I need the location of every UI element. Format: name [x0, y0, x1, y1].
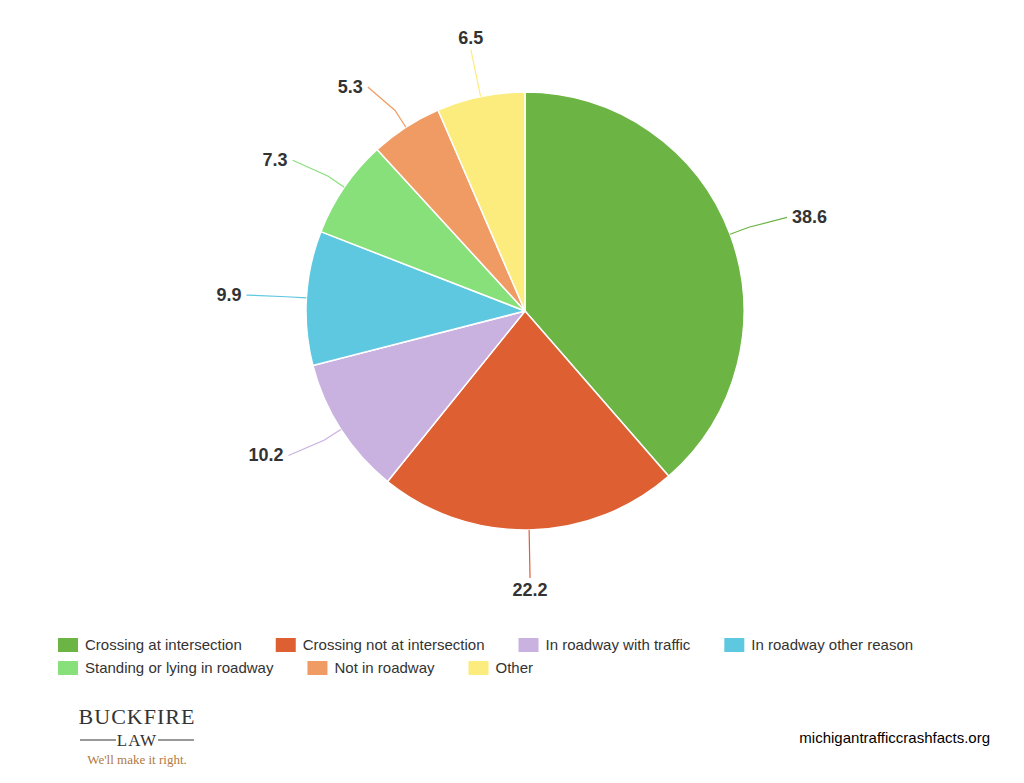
connector [730, 217, 787, 234]
data-label: 6.5 [458, 28, 483, 48]
legend-swatch [519, 638, 539, 652]
data-label: 10.2 [248, 445, 283, 465]
logo-tagline: We'll make it right. [87, 752, 187, 767]
legend-label: Standing or lying in roadway [85, 659, 274, 676]
data-label: 7.3 [263, 150, 288, 170]
legend-swatch [469, 661, 489, 675]
source: michigantrafficcrashfacts.org [799, 729, 990, 746]
data-labels: 38.6 22.2 10.2 9.9 7.3 5.3 6.5 [216, 28, 827, 600]
legend-label: In roadway with traffic [546, 636, 691, 653]
chart: 38.6 22.2 10.2 9.9 7.3 5.3 6.5 Crossing at inte… [0, 0, 1024, 783]
logo-rule [80, 739, 116, 740]
legend-label: Crossing at intersection [85, 636, 242, 653]
data-label: 5.3 [338, 77, 363, 97]
legend-label: Other [496, 659, 534, 676]
connector [529, 530, 531, 578]
legend-label: In roadway other reason [751, 636, 913, 653]
logo-rule [158, 739, 194, 740]
slice [438, 92, 525, 311]
data-label: 9.9 [216, 285, 241, 305]
data-label: 22.2 [513, 580, 548, 600]
legend-label: Not in roadway [334, 659, 435, 676]
slices [306, 92, 744, 530]
logo: BUCKFIRE LAW We'll make it right. [79, 704, 196, 767]
legend-swatch [276, 638, 296, 652]
logo-sub: LAW [117, 731, 157, 750]
connector [293, 160, 345, 187]
legend-swatch [724, 638, 744, 652]
legend-label: Crossing not at intersection [303, 636, 485, 653]
legend-swatch [58, 661, 78, 675]
connector [368, 87, 406, 127]
legend-swatch [307, 661, 327, 675]
connector [246, 295, 306, 298]
legend-swatch [58, 638, 78, 652]
connector [471, 50, 481, 97]
legend: Crossing at intersection Crossing not at … [58, 636, 913, 676]
logo-name: BUCKFIRE [79, 704, 196, 729]
connector [288, 430, 340, 456]
data-label: 38.6 [792, 207, 827, 227]
